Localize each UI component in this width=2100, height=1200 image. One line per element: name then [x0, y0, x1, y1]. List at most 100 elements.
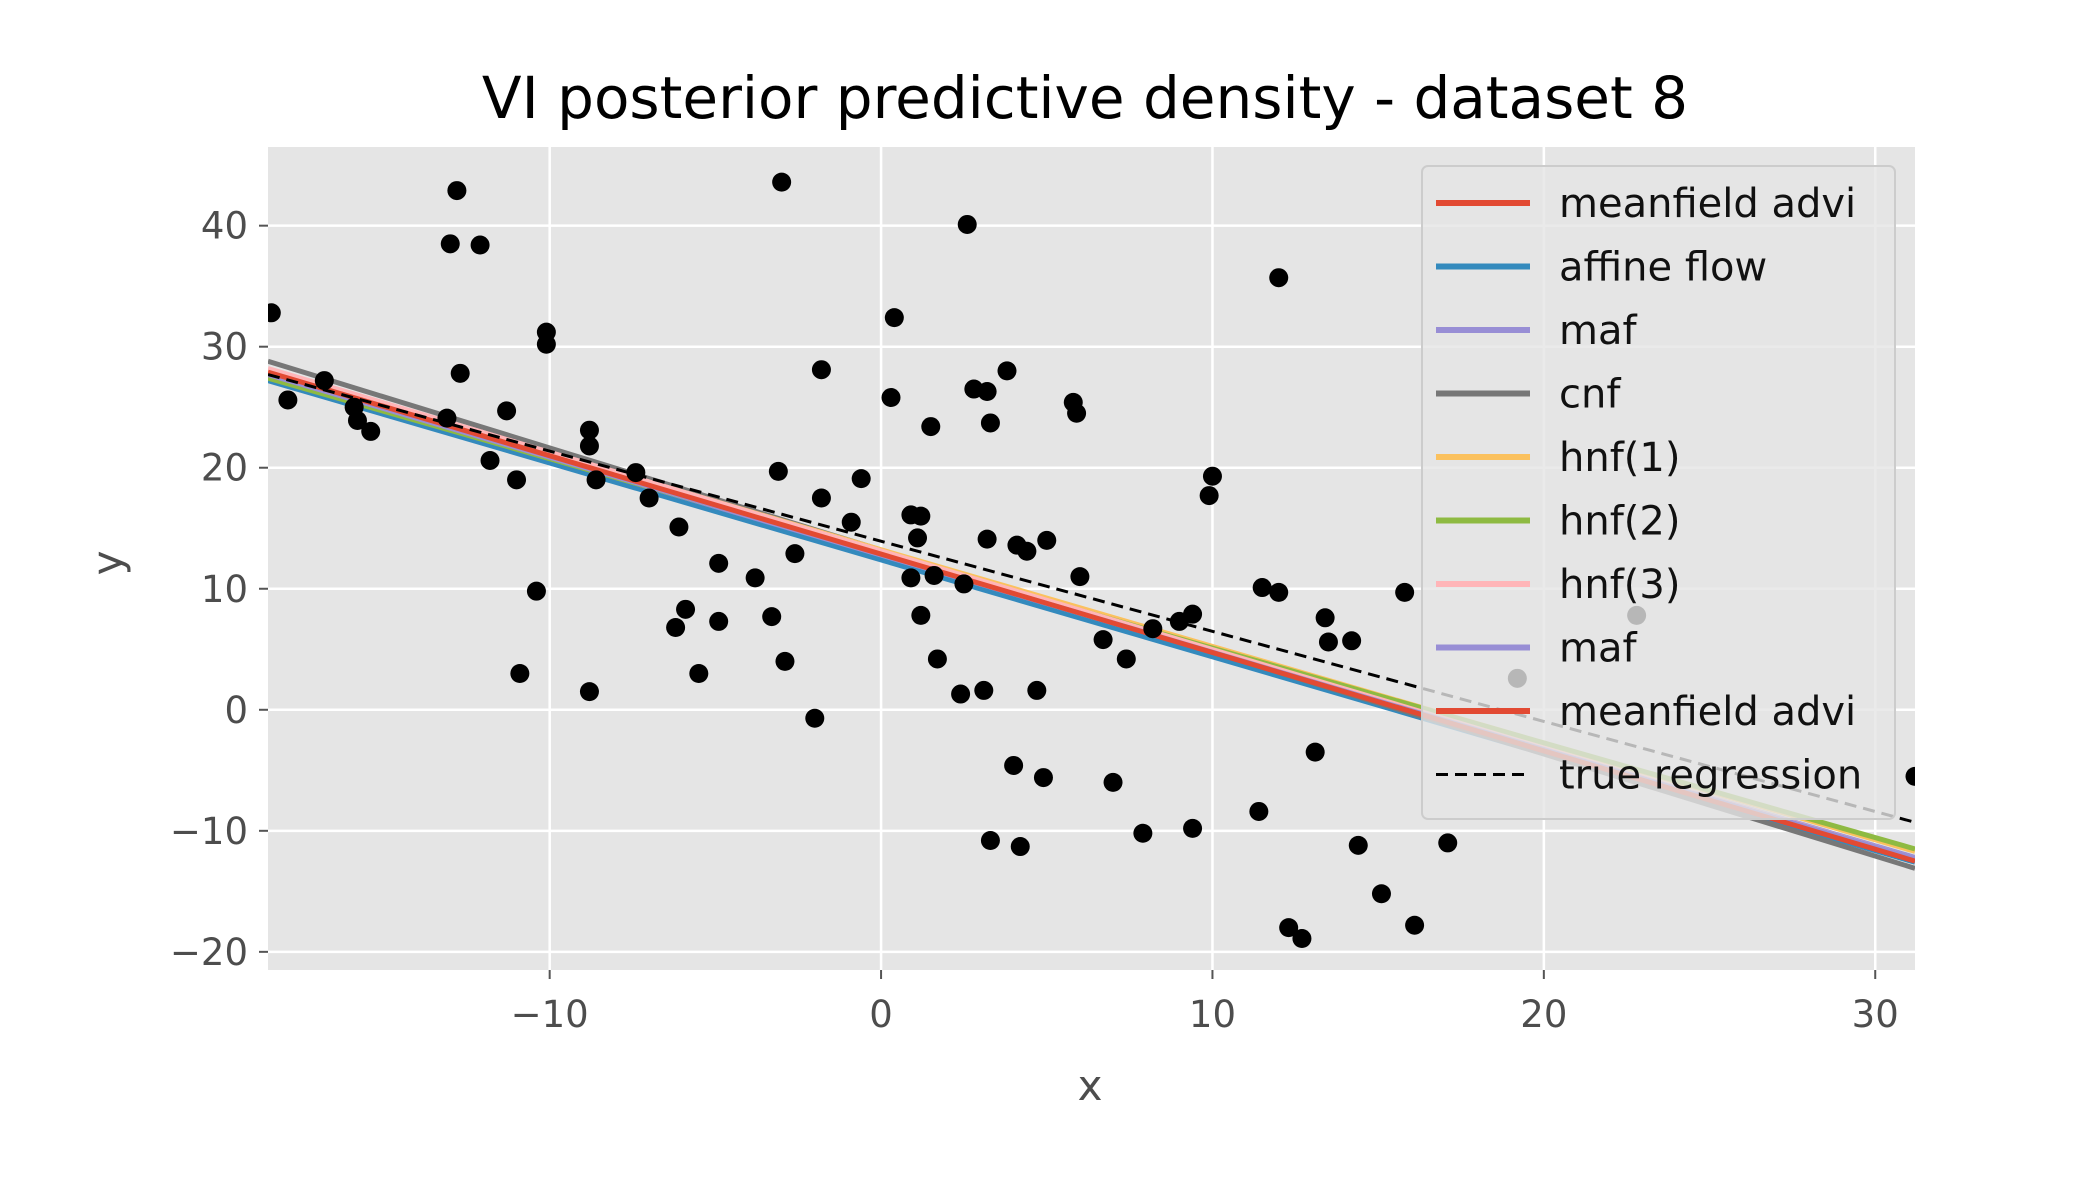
data-point — [268, 303, 281, 323]
data-point — [775, 651, 795, 671]
chart-title: VI posterior predictive density - datase… — [482, 64, 1688, 132]
data-point — [908, 528, 928, 548]
legend-label: meanfield advi — [1559, 181, 1856, 227]
data-point — [314, 371, 334, 391]
data-point — [510, 663, 530, 683]
data-point — [536, 334, 556, 354]
data-points — [268, 172, 1915, 949]
x-tick-label: 20 — [1520, 993, 1567, 1036]
data-point — [470, 235, 490, 255]
data-point — [911, 506, 931, 526]
y-tick-label: −20 — [170, 931, 248, 974]
data-point — [447, 181, 467, 201]
data-point — [957, 214, 977, 234]
data-point — [924, 565, 944, 585]
data-point — [1037, 530, 1057, 550]
data-point — [851, 469, 871, 489]
y-tick-label: 0 — [224, 689, 248, 732]
data-point — [1202, 466, 1222, 486]
legend-label: affine flow — [1559, 245, 1767, 291]
data-point — [689, 663, 709, 683]
data-point — [1027, 680, 1047, 700]
legend-label: maf — [1559, 626, 1637, 672]
data-point — [977, 529, 997, 549]
data-point — [1315, 608, 1335, 628]
data-point — [1348, 835, 1368, 855]
data-point — [669, 517, 689, 537]
legend-label: meanfield advi — [1559, 689, 1856, 735]
data-point — [977, 381, 997, 401]
data-point — [1405, 915, 1425, 935]
data-point — [911, 605, 931, 625]
legend: meanfield advi affine flow maf cnf hnf(1) hnf… — [1421, 165, 1896, 820]
data-point — [1292, 929, 1312, 949]
data-point — [954, 574, 974, 594]
data-point — [1067, 403, 1087, 423]
data-point — [1033, 768, 1053, 788]
data-point — [997, 361, 1017, 381]
data-point — [1305, 742, 1325, 762]
data-point — [626, 463, 646, 483]
legend-label: hnf(3) — [1559, 562, 1680, 608]
legend-label: maf — [1559, 308, 1637, 354]
legend-label: cnf — [1559, 372, 1621, 418]
y-tick-label: 40 — [201, 205, 248, 248]
data-point — [1093, 630, 1113, 650]
data-point — [1269, 268, 1289, 288]
data-point — [762, 607, 782, 627]
data-point — [805, 708, 825, 728]
x-axis-label: x — [1078, 1061, 1103, 1110]
data-point — [881, 388, 901, 408]
data-point — [278, 390, 298, 410]
data-point — [676, 599, 696, 619]
data-point — [666, 617, 686, 637]
data-point — [811, 488, 831, 508]
x-tick-label: 30 — [1852, 993, 1899, 1036]
data-point — [1183, 604, 1203, 624]
data-point — [361, 421, 381, 441]
data-point — [768, 461, 788, 481]
data-point — [1116, 649, 1136, 669]
data-point — [1010, 837, 1030, 857]
legend-label: true regression — [1559, 753, 1862, 799]
x-tick-label: −10 — [511, 993, 589, 1036]
legend-label: hnf(2) — [1559, 499, 1680, 545]
y-tick-label: −10 — [170, 810, 248, 853]
y-tick-label: 30 — [201, 326, 248, 369]
data-point — [1279, 918, 1299, 938]
data-point — [1905, 766, 1915, 786]
data-point — [1133, 823, 1153, 843]
data-point — [1249, 801, 1269, 821]
data-point — [1269, 582, 1289, 602]
data-point — [1004, 755, 1024, 775]
data-point — [927, 649, 947, 669]
data-point — [1438, 833, 1458, 853]
data-point — [507, 470, 527, 490]
legend-label: hnf(1) — [1559, 435, 1680, 481]
legend-box — [1421, 165, 1896, 820]
data-point — [1395, 582, 1415, 602]
data-point — [1103, 772, 1123, 792]
data-point — [1199, 486, 1219, 506]
data-point — [709, 553, 729, 573]
data-point — [951, 684, 971, 704]
data-point — [450, 363, 470, 383]
data-point — [639, 488, 659, 508]
data-point — [1070, 567, 1090, 587]
x-tick-label: 0 — [869, 993, 893, 1036]
data-point — [841, 512, 861, 532]
data-point — [772, 172, 792, 192]
data-point — [1143, 619, 1163, 639]
data-point — [480, 450, 500, 470]
x-tick-label: 10 — [1189, 993, 1236, 1036]
data-point — [526, 581, 546, 601]
data-point — [347, 411, 367, 431]
y-tick-label: 20 — [201, 447, 248, 490]
data-point — [1318, 632, 1338, 652]
data-point — [901, 568, 921, 588]
y-tick-label: 10 — [201, 568, 248, 611]
data-point — [579, 682, 599, 702]
data-point — [980, 413, 1000, 433]
data-point — [709, 611, 729, 631]
